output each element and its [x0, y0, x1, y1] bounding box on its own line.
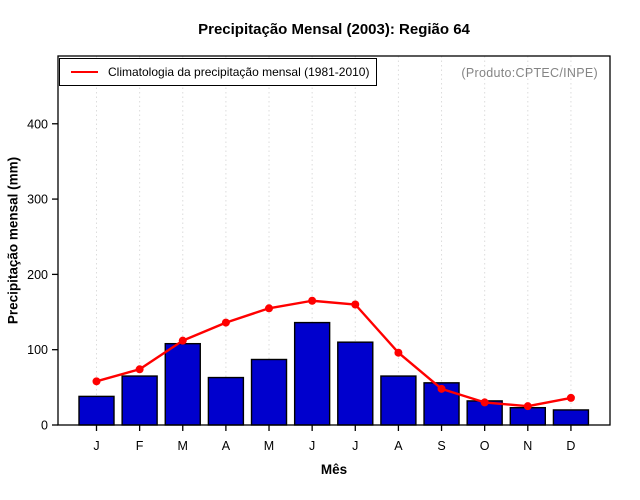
x-tick-label: O: [480, 439, 490, 453]
y-axis-label: Precipitação mensal (mm): [5, 156, 21, 325]
y-tick-label: 300: [27, 193, 48, 207]
y-tick-label: 100: [27, 343, 48, 357]
climatology-point-1: [135, 365, 144, 374]
climatology-point-6: [351, 300, 360, 309]
climatology-point-7: [394, 348, 403, 357]
x-tick-label: A: [394, 439, 403, 453]
y-tick-label: 200: [27, 268, 48, 282]
bar-J-6: [337, 341, 374, 426]
x-axis-label: Mês: [320, 462, 348, 477]
x-tick-label: M: [178, 439, 188, 453]
plot-border: [57, 55, 611, 426]
chart-title: Precipitação Mensal (2003): Região 64: [198, 21, 470, 38]
legend-line-sample: [71, 71, 98, 73]
climatology-point-0: [92, 377, 101, 386]
climatology-point-2: [178, 336, 187, 345]
bar-A-7: [380, 375, 417, 426]
x-tick-label: M: [264, 439, 274, 453]
climatology-point-8: [437, 384, 446, 393]
bar-N-10: [509, 406, 546, 426]
bar-D-11: [552, 409, 590, 426]
legend-label: Climatologia da precipitação mensal (198…: [108, 65, 370, 79]
bar-M-2: [164, 342, 201, 426]
x-tick-label: S: [437, 439, 445, 453]
bar-A-3: [207, 376, 245, 426]
y-tick-label: 400: [27, 117, 48, 131]
x-tick-label: J: [309, 439, 315, 453]
producer-annotation: (Produto:CPTEC/INPE): [461, 66, 598, 80]
x-tick-label: F: [136, 439, 144, 453]
climatology-line: [96, 299, 572, 408]
climatology-point-3: [221, 318, 230, 327]
x-tick-label: A: [222, 439, 231, 453]
bar-F-1: [121, 375, 158, 426]
bar-J-5: [293, 321, 331, 426]
climatology-point-10: [523, 402, 532, 411]
climatology-point-4: [265, 304, 274, 313]
x-tick-label: D: [566, 439, 575, 453]
legend-box: Climatologia da precipitação mensal (198…: [59, 58, 377, 86]
x-tick-label: N: [523, 439, 532, 453]
x-tick-label: J: [352, 439, 358, 453]
climatology-point-9: [480, 398, 489, 407]
climatology-point-11: [566, 393, 575, 402]
climatology-point-5: [308, 296, 317, 305]
x-tick-label: J: [93, 439, 99, 453]
y-tick-label: 0: [41, 419, 48, 433]
bar-M-4: [250, 358, 288, 426]
bar-J-0: [78, 395, 115, 426]
